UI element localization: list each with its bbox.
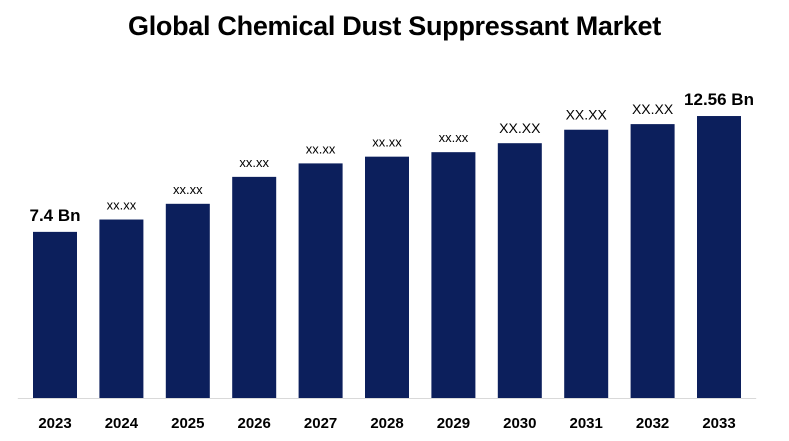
bar-2025 — [165, 203, 210, 398]
data-label-2024: xx.xx — [107, 198, 137, 213]
x-tick-label-2030: 2030 — [503, 415, 536, 432]
data-label-2025: xx.xx — [173, 182, 203, 197]
x-tick-label-2029: 2029 — [437, 415, 470, 432]
x-tick-label-2026: 2026 — [238, 415, 271, 432]
data-label-2028: xx.xx — [372, 135, 402, 150]
data-label-2027: xx.xx — [306, 141, 336, 156]
x-tick-label-2027: 2027 — [304, 415, 337, 432]
bar-2029 — [431, 152, 476, 398]
x-tick-label-2023: 2023 — [38, 415, 71, 432]
bar-2032 — [630, 124, 675, 399]
bar-2033 — [697, 116, 741, 398]
data-label-2029: xx.xx — [439, 130, 469, 145]
data-label-2033: 12.56 Bn — [684, 90, 754, 109]
data-label-2032: XX.XX — [632, 101, 674, 117]
x-tick-label-2028: 2028 — [370, 415, 403, 432]
x-tick-label-2033: 2033 — [702, 415, 735, 432]
bar-2030 — [497, 143, 542, 398]
x-tick-label-2024: 2024 — [105, 415, 139, 432]
chart-title: Global Chemical Dust Suppressant Market — [128, 11, 661, 41]
data-label-2026: xx.xx — [239, 155, 269, 170]
x-tick-label-2032: 2032 — [636, 415, 669, 432]
bar-2027 — [298, 163, 343, 398]
x-tick-label-2031: 2031 — [570, 415, 603, 432]
bar-2024 — [99, 219, 144, 398]
data-label-2031: XX.XX — [566, 107, 608, 123]
bar-2028 — [365, 156, 409, 398]
data-label-2030: XX.XX — [499, 120, 541, 136]
bar-2023 — [33, 231, 77, 398]
bar-2026 — [232, 176, 277, 398]
bar-2031 — [564, 129, 609, 398]
data-label-2023: 7.4 Bn — [29, 206, 80, 225]
x-tick-label-2025: 2025 — [171, 415, 204, 432]
